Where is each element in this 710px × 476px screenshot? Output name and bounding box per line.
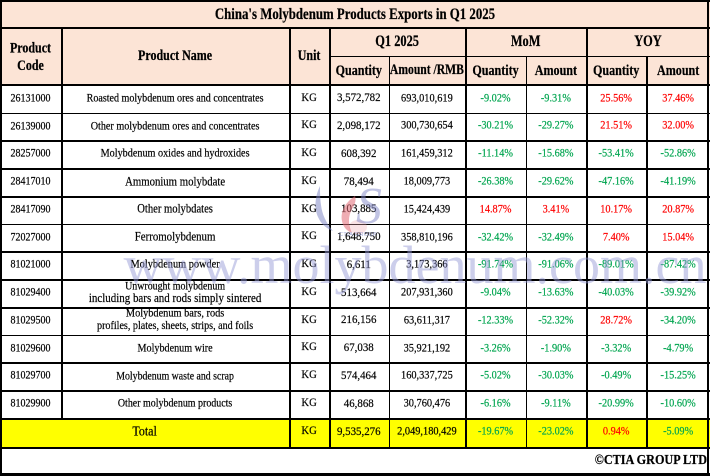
svg-text:CTIA GROUP: CTIA GROUP xyxy=(339,232,377,238)
svg-text:S: S xyxy=(356,182,382,235)
